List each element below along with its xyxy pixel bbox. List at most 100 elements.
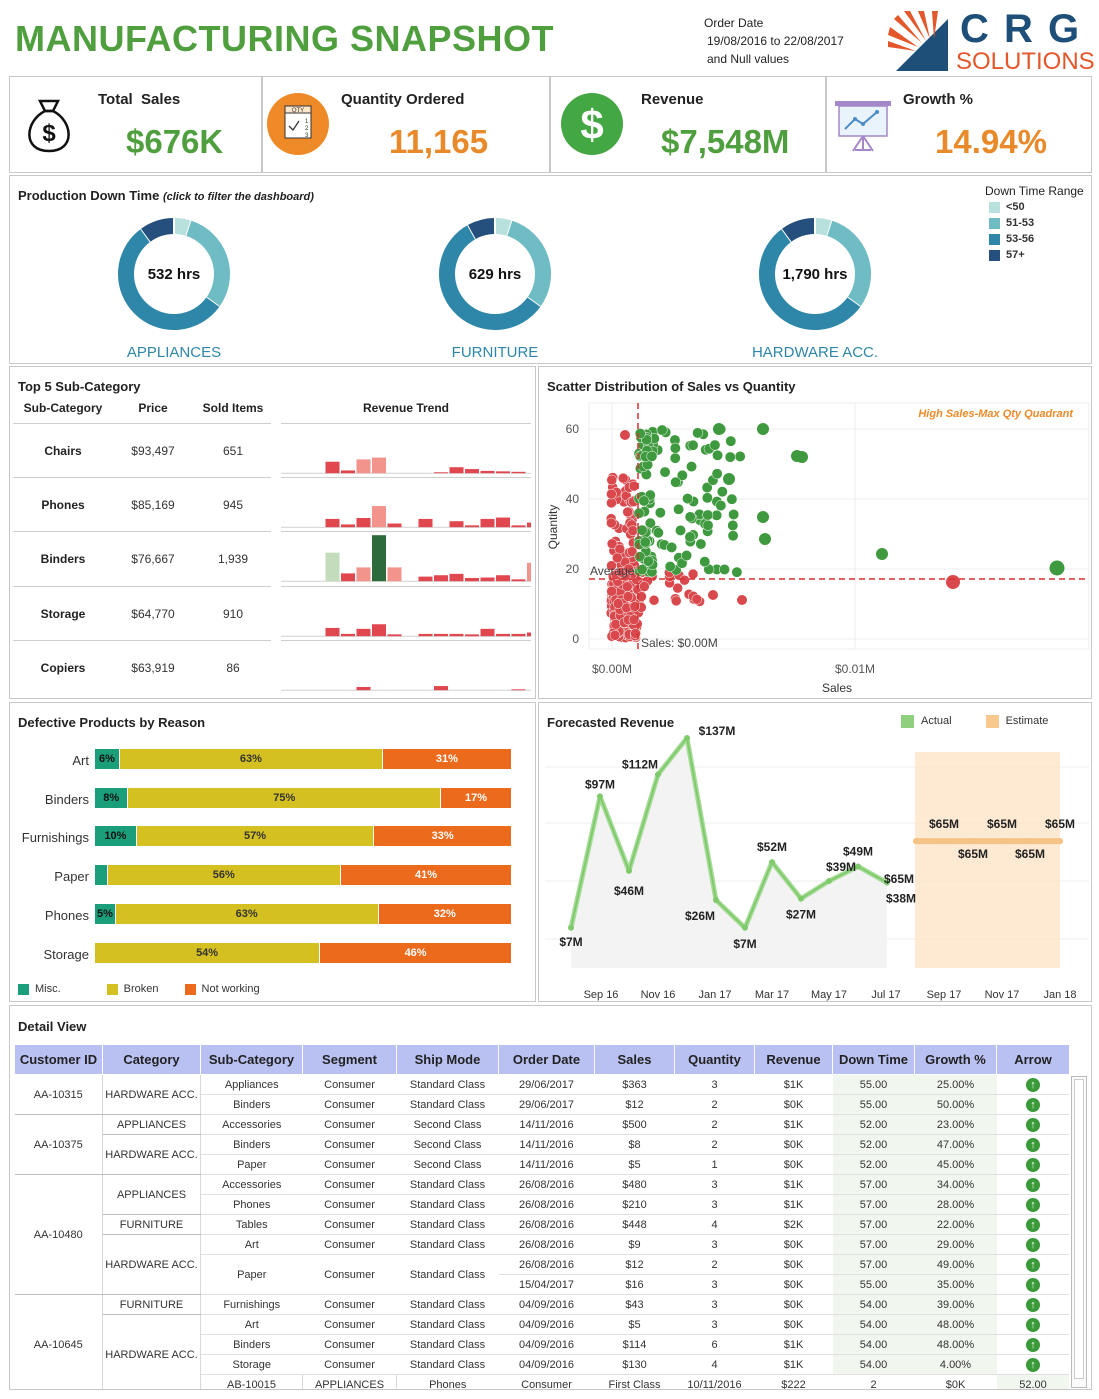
forecast-data-label: $49M <box>843 844 873 858</box>
scatter-point <box>759 533 771 545</box>
donut-segment[interactable] <box>506 220 551 307</box>
top5-row[interactable]: Copiers $63,919 86 <box>13 639 533 694</box>
defect-bar-segment[interactable] <box>95 865 108 886</box>
defect-bar-segment[interactable]: 63% <box>120 749 383 769</box>
donut-segment[interactable] <box>468 218 496 240</box>
detail-column-header[interactable]: Sub-Category <box>200 1044 303 1075</box>
scatter-average-label: Average <box>590 564 635 578</box>
forecast-legend-item[interactable]: Estimate <box>985 715 1048 728</box>
donut-segment[interactable] <box>814 218 833 237</box>
defect-row[interactable]: Phones 5% 63% 32% <box>10 903 537 924</box>
donut-segment[interactable] <box>185 220 230 307</box>
logo-text: C R G <box>960 7 1082 51</box>
defects-legend-item[interactable]: Not working <box>184 983 260 995</box>
defect-bar-segment[interactable]: 54% <box>95 942 321 963</box>
defect-bar-segment[interactable]: 46% <box>320 942 512 963</box>
downtime-donuts[interactable]: 532 hrs APPLIANCES 629 hrs FURNITURE 1,790 h… <box>10 176 970 365</box>
top5-row[interactable]: Storage $64,770 910 <box>13 585 533 640</box>
detail-column-header[interactable]: Ship Mode <box>396 1044 499 1075</box>
downtime-legend-item[interactable]: 57+ <box>989 249 1084 261</box>
table-row[interactable]: Binders Consumer Standard Class 04/09/2016 $… <box>15 1334 1069 1355</box>
downtime-donut[interactable]: 532 hrs APPLIANCES <box>118 218 230 361</box>
forecast-legend-item[interactable]: Actual <box>901 715 952 728</box>
detail-column-header[interactable]: Growth % <box>914 1044 997 1075</box>
detail-scrollbar-thumb[interactable] <box>1074 1079 1084 1379</box>
table-row[interactable]: FURNITURE Tables Consumer Standard Class 26/… <box>15 1214 1069 1235</box>
defect-bar-segment[interactable]: 63% <box>115 903 379 924</box>
order-date-null: and Null values <box>707 52 790 66</box>
table-row[interactable]: 15/04/2017 $16 3 $0K 55.00 35.00% ↑ <box>15 1274 1069 1295</box>
detail-sales: $210 <box>594 1194 675 1215</box>
table-row[interactable]: Binders Consumer Standard Class 29/06/2017 $… <box>15 1094 1069 1115</box>
detail-arrow: ↑ <box>996 1274 1069 1295</box>
defect-bar-segment[interactable]: 17% <box>441 787 512 808</box>
table-row[interactable]: Phones Consumer Standard Class 26/08/2016 $2… <box>15 1194 1069 1215</box>
downtime-legend-item[interactable]: 51-53 <box>989 217 1084 229</box>
detail-column-header[interactable]: Down Time <box>832 1044 915 1075</box>
table-row[interactable]: HARDWARE ACC. Art Consumer Standard Class 26… <box>15 1234 1069 1295</box>
defect-bar-segment[interactable]: 75% <box>128 787 442 808</box>
top5-row[interactable]: Binders $76,667 1,939 <box>13 531 533 585</box>
donut-segment[interactable] <box>141 218 175 242</box>
arrow-up-icon: ↑ <box>1026 1277 1040 1292</box>
downtime-legend-item[interactable]: 53-56 <box>989 233 1084 245</box>
defect-row[interactable]: Storage 54% 46% <box>10 942 537 963</box>
defect-row[interactable]: Binders 8% 75% 17% <box>10 787 537 808</box>
downtime-legend-item[interactable]: <50 <box>989 201 1084 213</box>
defect-bar-segment[interactable]: 31% <box>382 749 512 769</box>
defect-bar-segment[interactable]: 6% <box>95 749 121 769</box>
detail-column-header[interactable]: Sales <box>594 1044 675 1075</box>
detail-column-header[interactable]: Category <box>102 1044 201 1075</box>
defect-bar-segment[interactable]: 56% <box>107 865 342 886</box>
donut-segment[interactable] <box>782 218 816 242</box>
donut-segment[interactable] <box>494 218 513 237</box>
defects-legend-item[interactable]: Misc. <box>18 983 61 995</box>
downtime-donut[interactable]: 1,790 hrs HARDWARE ACC. <box>752 218 878 361</box>
detail-scrollbar[interactable] <box>1071 1076 1087 1388</box>
detail-column-header[interactable]: Revenue <box>754 1044 833 1075</box>
table-row[interactable]: Paper Consumer Second Class 14/11/2016 $5 1 $0… <box>15 1154 1069 1175</box>
legend-label: Broken <box>123 983 159 995</box>
scatter-chart[interactable]: 60 40 20 0 $0.00M $0.01M Sales Quantity High Sal… <box>539 367 1093 700</box>
detail-column-header[interactable]: Customer ID <box>14 1044 103 1075</box>
table-row[interactable]: Storage Consumer Standard Class 04/09/2016 $… <box>15 1354 1069 1375</box>
defects-legend-item[interactable]: Broken <box>106 983 159 995</box>
order-date-filter[interactable]: Order Date 19/08/2016 to 22/08/2017 and … <box>704 14 844 68</box>
donut-segment[interactable] <box>826 220 871 307</box>
detail-down-time: 54.00 <box>832 1314 915 1335</box>
defect-bar-segment[interactable]: 33% <box>374 826 512 847</box>
scatter-point <box>734 451 746 462</box>
top5-row[interactable]: Phones $85,169 945 <box>13 477 533 531</box>
table-row[interactable]: AA-10480 APPLIANCES Accessories Consumer Sta… <box>14 1174 1069 1295</box>
table-row[interactable]: AA-10315 HARDWARE ACC. Appliances Consumer S… <box>14 1074 1069 1115</box>
detail-column-header[interactable]: Segment <box>302 1044 397 1075</box>
defect-bar-segment[interactable]: 41% <box>341 865 512 886</box>
table-row[interactable]: AA-10375 APPLIANCES Accessories Consumer Sec… <box>14 1114 1069 1175</box>
defect-row[interactable]: Paper 56% 41% <box>10 865 537 886</box>
downtime-donut[interactable]: 629 hrs FURNITURE <box>439 218 551 361</box>
detail-order-date: 14/11/2016 <box>498 1114 595 1135</box>
defect-row[interactable]: Art 6% 63% 31% <box>10 749 537 769</box>
donut-segment[interactable] <box>439 224 541 330</box>
top5-row[interactable]: Chairs $93,497 651 <box>13 423 533 477</box>
defect-bar-segment[interactable]: 8% <box>95 787 129 808</box>
donut-segment[interactable] <box>173 218 192 237</box>
table-row[interactable]: HARDWARE ACC. Binders Consumer Second Class… <box>15 1134 1069 1175</box>
forecast-chart[interactable]: Sep 16 Nov 16 Jan 17 Mar 17 May 17 Jul 17 Sep … <box>539 703 1093 1003</box>
defect-bar-segment[interactable]: 10% <box>95 826 137 847</box>
table-row[interactable]: HARDWARE ACC. Art Consumer Standard Class 04… <box>15 1314 1069 1389</box>
donut-segment[interactable] <box>759 228 861 330</box>
defect-row[interactable]: Furnishings 10% 57% 33% <box>10 826 537 847</box>
detail-column-header[interactable]: Arrow <box>996 1044 1069 1075</box>
detail-column-header[interactable]: Quantity <box>674 1044 755 1075</box>
donut-segment[interactable] <box>118 228 220 330</box>
forecast-data-label: $137M <box>699 724 736 738</box>
table-row[interactable]: AB-10015 APPLIANCES Phones Consumer First Cl… <box>15 1374 1069 1389</box>
defect-bar-segment[interactable]: 32% <box>378 903 512 924</box>
defect-bar-segment[interactable]: 57% <box>136 826 375 847</box>
detail-column-header[interactable]: Order Date <box>498 1044 595 1075</box>
scatter-panel: Scatter Distribution of Sales vs Quantit… <box>538 366 1092 699</box>
table-row[interactable]: Paper Consumer Standard Class 26/08/2016 $12… <box>15 1254 1069 1295</box>
table-row[interactable]: AA-10645 FURNITURE Furnishings Consumer Stan… <box>14 1294 1069 1389</box>
defect-bar-segment[interactable]: 5% <box>95 903 116 924</box>
